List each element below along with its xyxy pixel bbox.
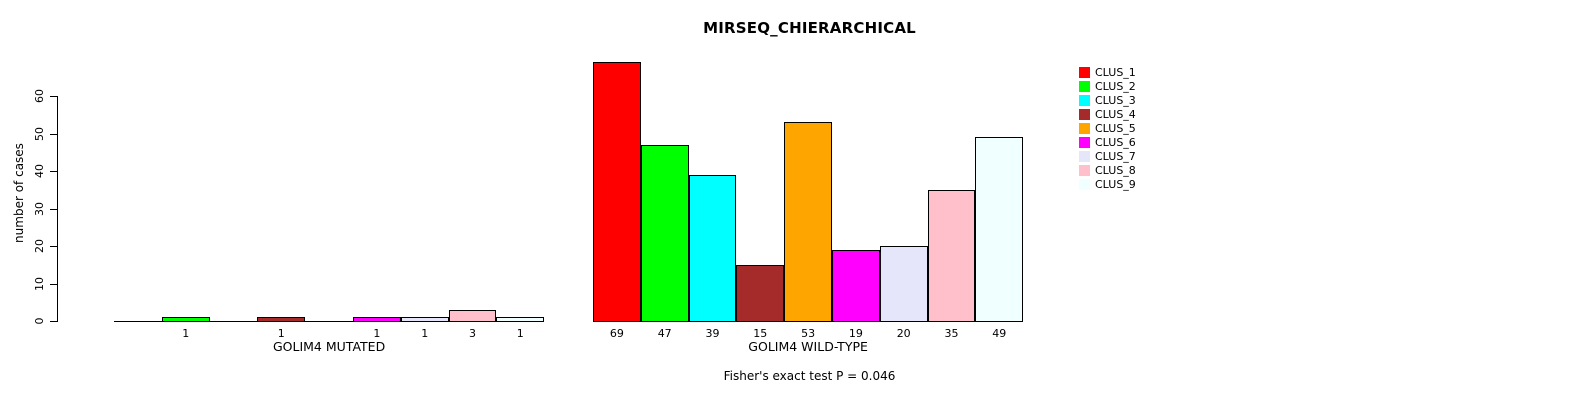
- bar-value-label: 3: [468, 327, 476, 340]
- legend-label: CLUS_5: [1095, 121, 1136, 135]
- y-tick-label: 20: [33, 239, 46, 253]
- bar-value-label: 20: [896, 327, 911, 340]
- bar-value-label: 47: [657, 327, 672, 340]
- fisher-test-note: Fisher's exact test P = 0.046: [723, 369, 896, 383]
- y-tick-label: 50: [33, 126, 46, 141]
- bar: [736, 264, 785, 322]
- legend-item: CLUS_3: [1079, 94, 1136, 108]
- bar: [975, 137, 1024, 322]
- y-tick-mark: [50, 208, 57, 210]
- bar-value-label: 49: [992, 327, 1007, 340]
- legend-label: CLUS_8: [1095, 163, 1136, 177]
- bar-value-label: 19: [848, 327, 863, 340]
- bar-value-label: 39: [705, 327, 720, 340]
- chart-title: MIRSEQ_CHIERARCHICAL: [703, 19, 916, 37]
- legend-item: CLUS_1: [1079, 66, 1136, 80]
- legend-swatch: [1079, 123, 1090, 134]
- bar-value-label: 1: [373, 327, 381, 340]
- bar-value-label: 1: [277, 327, 285, 340]
- legend-swatch: [1079, 137, 1090, 148]
- legend-item: CLUS_9: [1079, 178, 1136, 192]
- bar: [593, 62, 641, 322]
- legend-item: CLUS_7: [1079, 150, 1136, 164]
- x-axis-group-label: GOLIM4 WILD-TYPE: [748, 339, 868, 354]
- y-axis-line: [57, 96, 58, 322]
- y-tick-label: 40: [33, 164, 46, 178]
- bar: [161, 317, 210, 322]
- bar-value-label: 35: [944, 327, 959, 340]
- bar-value-label: 1: [182, 327, 190, 340]
- bar-value-label: 53: [801, 327, 816, 340]
- y-tick-mark: [50, 171, 57, 172]
- legend-swatch: [1079, 67, 1090, 78]
- x-axis-baseline: [114, 321, 545, 322]
- bar-value-label: 1: [516, 327, 524, 340]
- bar: [400, 317, 449, 322]
- bar: [640, 144, 689, 322]
- legend-item: CLUS_2: [1079, 80, 1136, 94]
- y-tick-mark: [50, 246, 57, 247]
- legend-label: CLUS_6: [1095, 135, 1136, 149]
- legend-label: CLUS_1: [1095, 65, 1136, 79]
- y-tick-label: 30: [33, 201, 46, 216]
- legend-label: CLUS_4: [1095, 107, 1136, 121]
- legend-item: CLUS_4: [1079, 108, 1136, 122]
- bar: [448, 309, 497, 322]
- legend-swatch: [1079, 179, 1090, 190]
- bar: [257, 317, 306, 322]
- y-tick-mark: [50, 283, 57, 285]
- y-tick-label: 10: [33, 276, 46, 291]
- legend-swatch: [1079, 95, 1090, 106]
- bar: [688, 174, 737, 322]
- legend-item: CLUS_5: [1079, 122, 1136, 136]
- bar: [832, 249, 880, 322]
- y-tick-label: 0: [33, 317, 46, 325]
- legend-label: CLUS_9: [1095, 177, 1136, 191]
- y-tick-mark: [50, 133, 57, 135]
- y-axis-label: number of cases: [12, 143, 26, 243]
- x-axis-group-label: GOLIM4 MUTATED: [272, 339, 386, 354]
- bar: [784, 122, 832, 322]
- legend-label: CLUS_2: [1095, 79, 1136, 93]
- legend-label: CLUS_7: [1095, 149, 1136, 163]
- bar: [496, 317, 545, 322]
- y-tick-mark: [50, 96, 57, 97]
- y-tick-label: 60: [33, 89, 46, 103]
- y-tick-mark: [50, 321, 57, 322]
- bar: [927, 189, 976, 322]
- legend-swatch: [1079, 151, 1090, 162]
- bar-value-label: 69: [609, 327, 624, 340]
- legend-swatch: [1079, 81, 1090, 92]
- bar: [353, 317, 401, 322]
- legend-swatch: [1079, 165, 1090, 176]
- bar: [879, 246, 928, 322]
- bar-value-label: 1: [421, 327, 429, 340]
- legend-item: CLUS_6: [1079, 136, 1136, 150]
- legend-label: CLUS_3: [1095, 93, 1136, 107]
- legend-swatch: [1079, 109, 1090, 120]
- bar-value-label: 15: [753, 327, 768, 340]
- legend-item: CLUS_8: [1079, 164, 1136, 178]
